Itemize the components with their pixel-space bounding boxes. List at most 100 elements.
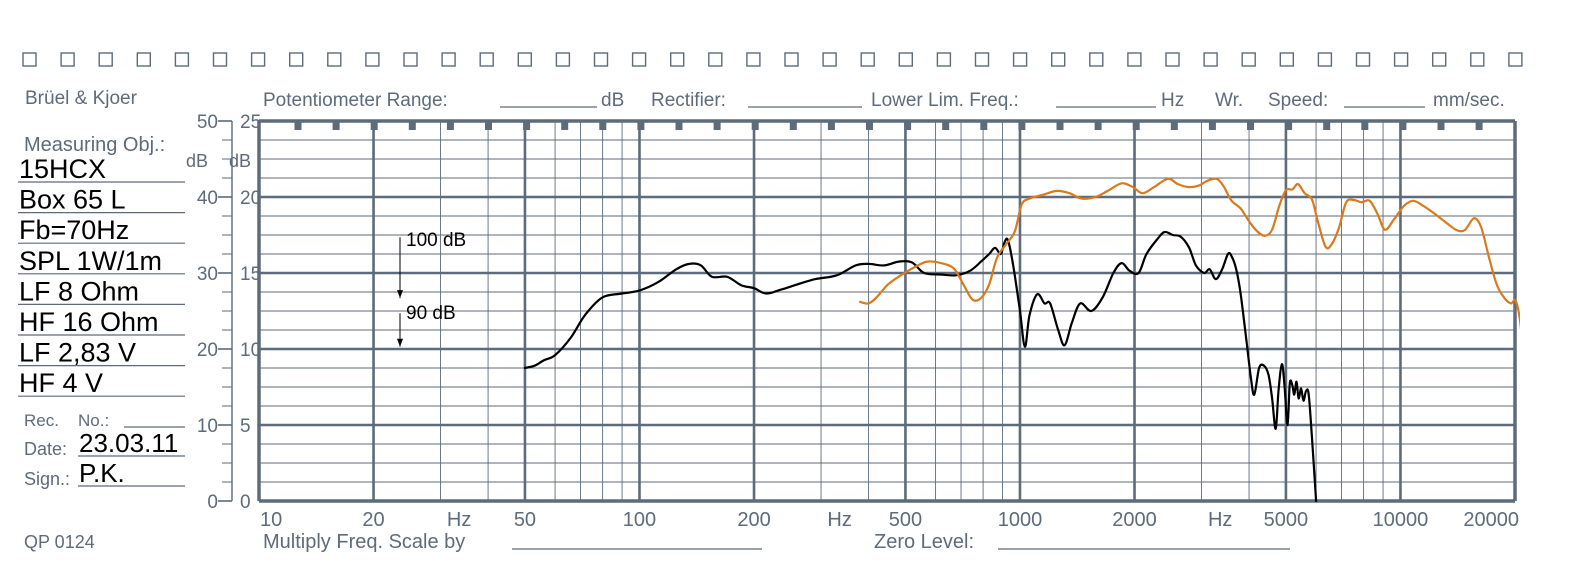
y-tick-label-outer: 0	[207, 492, 218, 513]
top-tick-mark	[1285, 122, 1293, 130]
perforation-square	[670, 52, 685, 67]
top-tick-mark	[1208, 122, 1216, 130]
annotation-100db: 100 dB	[406, 230, 466, 251]
top-tick-mark	[523, 122, 531, 130]
top-tick-mark	[751, 122, 759, 130]
top-tick-mark	[1132, 122, 1140, 130]
perforation-square	[784, 52, 799, 67]
top-tick-mark	[1247, 122, 1254, 130]
sidebar-entry: HF 16 Ohm	[19, 307, 159, 337]
top-tick-mark	[332, 122, 340, 130]
perforation-square	[441, 52, 456, 67]
perforation-square	[1470, 52, 1485, 67]
perforation-square	[1165, 52, 1180, 67]
date-value: 23.03.11	[79, 428, 178, 458]
x-tick-label: 20	[362, 509, 384, 531]
form-code: QP 0124	[24, 532, 95, 552]
top-tick-mark	[789, 122, 797, 130]
perforation-square	[22, 52, 37, 67]
sign-label: Sign.:	[24, 469, 70, 489]
sidebar-entry: LF 2,83 V	[19, 338, 136, 368]
perforation-square	[593, 52, 609, 67]
top-tick-mark	[1361, 122, 1369, 130]
top-tick-mark	[1094, 122, 1102, 130]
series-group	[523, 177, 1520, 503]
speed-unit: mm/sec.	[1433, 90, 1505, 111]
perforation-square	[1050, 52, 1066, 67]
lower-lim-label: Lower Lim. Freq.:	[871, 90, 1019, 111]
lower-lim-unit: Hz	[1161, 90, 1184, 111]
top-tick-mark	[637, 122, 645, 130]
perforation-square	[60, 52, 75, 67]
y-tick-label-inner: 25	[240, 112, 261, 133]
x-unit-label: Hz	[447, 509, 471, 531]
perforation-square	[1127, 52, 1142, 67]
x-tick-label: 1000	[998, 509, 1043, 531]
measuring-obj-label: Measuring Obj.:	[24, 134, 165, 156]
top-tick-mark	[1475, 122, 1483, 130]
sign-value: P.K.	[79, 458, 125, 488]
x-tick-label: 500	[889, 509, 922, 531]
perforation-square	[708, 52, 723, 67]
grid	[257, 119, 1517, 503]
y-tick-label-outer: 10	[197, 416, 218, 437]
top-tick-mark	[370, 122, 378, 130]
perforation-square	[555, 52, 571, 67]
perforation-square	[1089, 52, 1104, 67]
wr-label: Wr.	[1215, 90, 1243, 111]
perforation-squares	[22, 52, 1523, 67]
sidebar-entry: SPL 1W/1m	[19, 246, 162, 276]
x-tick-label: 200	[737, 509, 770, 531]
brand-name: Brüel & Kjoer	[25, 88, 138, 109]
perforation-square	[98, 52, 113, 67]
perforation-square	[898, 52, 913, 67]
top-tick-mark	[713, 122, 721, 130]
annotation-90db: 90 dB	[406, 303, 456, 324]
perforation-square	[936, 52, 952, 67]
potentiometer-unit: dB	[601, 90, 624, 111]
level-arrows	[397, 237, 403, 347]
series-line-black	[523, 230, 1318, 503]
y-unit-inner: dB	[229, 151, 251, 171]
perforation-square	[746, 52, 761, 67]
top-tick-mark	[561, 122, 569, 130]
top-tick-mark	[1018, 122, 1026, 130]
perforation-square	[136, 52, 152, 67]
x-tick-label: 10	[260, 509, 282, 531]
perforation-square	[479, 52, 494, 67]
top-tick-mark	[1056, 122, 1064, 130]
zero-level-label: Zero Level:	[874, 531, 974, 553]
top-tick-mark	[1399, 122, 1407, 130]
rec-label: Rec.	[24, 411, 59, 430]
x-tick-label: 20000	[1463, 509, 1519, 531]
y-tick-label-inner: 15	[240, 264, 261, 285]
x-tick-label: 5000	[1264, 509, 1309, 531]
perforation-square	[1431, 52, 1447, 67]
y-tick-label-inner: 5	[240, 416, 251, 437]
multiply-freq-label: Multiply Freq. Scale by	[263, 531, 465, 553]
top-tick-mark	[1170, 122, 1178, 130]
x-tick-label: 2000	[1112, 509, 1157, 531]
y-tick-label-outer: 50	[197, 112, 218, 133]
y-tick-label-outer: 40	[197, 188, 218, 209]
perforation-square	[1317, 52, 1333, 67]
x-unit-label: Hz	[1208, 509, 1232, 531]
x-tick-label: 10000	[1373, 509, 1429, 531]
perforation-square	[327, 52, 342, 67]
top-tick-mark	[827, 122, 835, 130]
top-tick-mark	[866, 122, 873, 130]
perforation-square	[174, 52, 190, 67]
rectifier-label: Rectifier:	[651, 90, 726, 111]
level-arrow-head	[397, 290, 403, 299]
y-tick-label-outer: 20	[197, 340, 218, 361]
top-tick-mark	[408, 122, 416, 130]
y-tick-label-inner: 20	[240, 188, 261, 209]
y-tick-label-inner: 10	[240, 340, 261, 361]
top-tick-mark	[599, 122, 607, 130]
x-unit-label: Hz	[827, 509, 851, 531]
perforation-square	[1241, 52, 1256, 67]
x-tick-label: 100	[623, 509, 656, 531]
top-tick-mark	[294, 122, 302, 130]
